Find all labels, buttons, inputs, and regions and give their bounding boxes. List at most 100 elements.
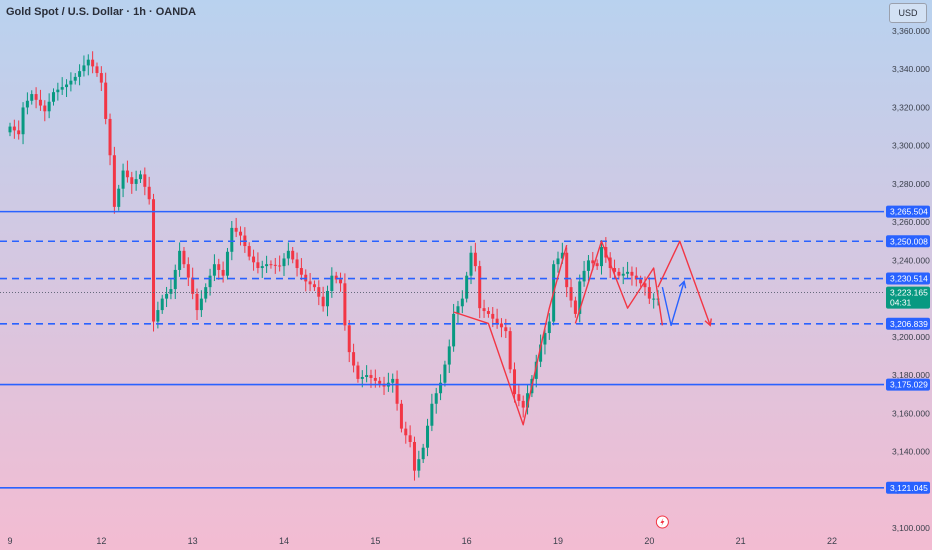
candle-body — [647, 287, 651, 299]
candle-body — [269, 264, 273, 266]
candle-body — [412, 441, 416, 471]
candle-body — [426, 425, 430, 448]
candle-body — [356, 365, 360, 379]
candle-body — [534, 361, 538, 379]
candle-body — [621, 273, 625, 276]
candle-body — [591, 260, 595, 264]
candle-body — [513, 369, 517, 395]
candle-body — [182, 250, 186, 265]
symbol-title[interactable]: Gold Spot / U.S. Dollar · 1h · OANDA — [6, 6, 197, 18]
price-level-tag-box — [886, 272, 930, 285]
candle-body — [256, 262, 260, 269]
candle-body — [38, 99, 42, 106]
candle-body — [573, 300, 577, 314]
candle-body — [69, 80, 73, 85]
candle-body — [434, 393, 438, 404]
x-axis-tick-label: 20 — [644, 536, 654, 546]
candle-body — [417, 459, 421, 471]
candle-body — [395, 378, 399, 404]
candle-body — [469, 252, 473, 276]
candle-body — [143, 174, 147, 187]
y-axis-tick-label: 3,240.000 — [892, 255, 930, 265]
candle-body — [12, 126, 16, 131]
candle-body — [626, 271, 630, 274]
candle-body — [65, 84, 69, 88]
x-axis-tick-label: 22 — [827, 536, 837, 546]
candle-body — [504, 327, 508, 332]
projection-path-blue — [661, 281, 685, 327]
zigzag-pattern-line — [453, 244, 568, 426]
arrowhead — [678, 280, 687, 289]
candle-body — [278, 265, 282, 267]
y-axis-tick-label: 3,360.000 — [892, 26, 930, 36]
y-axis-tick-label: 3,160.000 — [892, 408, 930, 418]
candle-body — [225, 251, 229, 276]
x-axis-tick-label: 16 — [462, 536, 472, 546]
candle-body — [630, 271, 634, 276]
candle-body — [452, 313, 456, 347]
candle-body — [643, 283, 647, 288]
candle-body — [247, 246, 251, 257]
candle-body — [282, 258, 286, 267]
candle-body — [578, 281, 582, 314]
candle-body — [86, 59, 90, 66]
candle-body — [517, 394, 521, 401]
candle-body — [138, 174, 142, 180]
candle-body — [43, 105, 47, 112]
y-axis-tick-label: 3,300.000 — [892, 141, 930, 151]
candle-body — [273, 264, 277, 266]
candle-body — [134, 179, 138, 184]
candle-body — [478, 266, 482, 309]
candle-body — [460, 298, 464, 307]
candle-body — [473, 252, 477, 267]
current-price-tag: 3,223.165 — [890, 288, 928, 298]
candle-body — [443, 364, 447, 383]
price-level-tag: 3,121.045 — [890, 483, 928, 493]
candle-body — [369, 375, 373, 378]
candle-body — [360, 376, 364, 379]
projection-path-red — [657, 240, 711, 326]
currency-button[interactable]: USD — [889, 3, 927, 23]
candle-body — [365, 375, 369, 377]
candle-body — [408, 435, 412, 442]
candle-body — [186, 264, 190, 278]
candle-body — [560, 252, 564, 259]
candle-body — [317, 287, 321, 297]
current-price-tag-box — [886, 286, 930, 309]
candle-body — [639, 279, 643, 284]
candle-body — [325, 290, 329, 307]
candle-body — [286, 250, 290, 259]
candle-body — [208, 275, 212, 288]
candle-body — [47, 101, 51, 112]
price-level-tag: 3,250.008 — [890, 236, 928, 246]
candle-body — [265, 264, 269, 267]
candle-body — [34, 94, 38, 100]
candle-body — [112, 155, 116, 207]
candle-body — [25, 100, 29, 108]
y-axis-tick-label: 3,140.000 — [892, 447, 930, 457]
candle-body — [239, 231, 243, 236]
candle-body — [60, 87, 64, 90]
candle-body — [204, 287, 208, 299]
arrowhead — [704, 318, 712, 327]
candle-body — [56, 89, 60, 93]
x-axis-tick-label: 9 — [7, 536, 12, 546]
candle-body — [160, 298, 164, 311]
candle-body — [291, 250, 295, 260]
candle-body — [191, 277, 195, 294]
y-axis-tick-label: 3,320.000 — [892, 102, 930, 112]
candle-body — [456, 306, 460, 314]
candle-body — [108, 118, 112, 156]
candle-body — [30, 94, 34, 101]
price-level-tag-box — [886, 481, 930, 494]
candle-body — [165, 293, 169, 299]
candle-body — [486, 311, 490, 314]
candle-body — [130, 177, 134, 184]
price-level-tag-box — [886, 205, 930, 218]
candle-body — [599, 247, 603, 267]
candle-body — [8, 126, 12, 133]
candle-body — [156, 310, 160, 322]
